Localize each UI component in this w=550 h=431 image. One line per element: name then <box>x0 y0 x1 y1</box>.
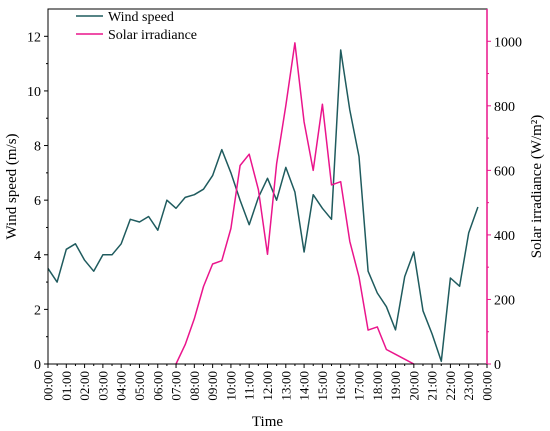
legend-label-solar-irradiance: Solar irradiance <box>108 28 197 43</box>
x-tick-label: 08:00 <box>187 371 202 401</box>
x-tick-label: 12:00 <box>260 371 275 401</box>
x-tick-label: 03:00 <box>95 371 110 401</box>
x-tick-label: 17:00 <box>351 371 366 401</box>
left-tick-label: 4 <box>34 249 41 264</box>
left-axis-title: Wind speed (m/s) <box>4 133 20 239</box>
x-tick-label: 16:00 <box>333 371 348 401</box>
right-axis-title: Solar irradiance (W/m²) <box>529 115 545 259</box>
x-tick-label: 01:00 <box>59 371 74 401</box>
x-tick-label: 11:00 <box>242 371 257 400</box>
x-tick-label: 00:00 <box>41 371 56 401</box>
right-tick-label: 0 <box>494 358 501 373</box>
x-tick-label: 09:00 <box>205 371 220 401</box>
x-tick-label: 10:00 <box>223 371 238 401</box>
series-line-wind-speed <box>47 49 479 363</box>
x-tick-label: 15:00 <box>315 371 330 401</box>
right-tick-label: 1000 <box>494 35 522 50</box>
right-axis: 0 200 400 600 800 1000 <box>486 9 522 373</box>
left-tick-label: 12 <box>27 30 41 45</box>
legend-label-wind-speed: Wind speed <box>108 10 174 25</box>
right-tick-label: 800 <box>494 100 515 115</box>
left-tick-label: 6 <box>34 194 41 209</box>
x-tick-label: 18:00 <box>370 371 385 401</box>
series-lines <box>47 42 479 365</box>
legend: Wind speed Solar irradiance <box>76 10 197 43</box>
x-tick-label: 07:00 <box>169 371 184 401</box>
x-tick-label: 02:00 <box>77 371 92 401</box>
x-tick-label: 23:00 <box>461 371 476 401</box>
left-tick-label: 0 <box>34 358 41 373</box>
x-tick-label: 20:00 <box>406 371 421 401</box>
x-tick-label: 00:00 <box>480 371 495 401</box>
right-tick-label: 400 <box>494 229 515 244</box>
x-tick-label: 06:00 <box>150 371 165 401</box>
x-tick-label: 13:00 <box>278 371 293 401</box>
series-line-solar-irradiance <box>175 42 415 365</box>
x-axis-title: Time <box>252 414 283 430</box>
x-axis: 00:00 01:00 02:00 03:00 04:00 05:00 06:00 07:00… <box>41 364 495 401</box>
x-tick-label: 22:00 <box>443 371 458 401</box>
left-tick-label: 2 <box>34 303 41 318</box>
right-tick-label: 600 <box>494 164 515 179</box>
right-tick-label: 200 <box>494 293 515 308</box>
x-tick-label: 19:00 <box>388 371 403 401</box>
left-tick-label: 8 <box>34 140 41 155</box>
x-tick-label: 04:00 <box>114 371 129 401</box>
left-axis: 0 2 4 6 8 10 12 <box>27 30 48 373</box>
x-tick-label: 21:00 <box>425 371 440 401</box>
x-tick-label: 14:00 <box>297 371 312 401</box>
left-tick-label: 10 <box>27 85 41 100</box>
plot-frame <box>47 8 488 365</box>
x-tick-label: 05:00 <box>132 371 147 401</box>
